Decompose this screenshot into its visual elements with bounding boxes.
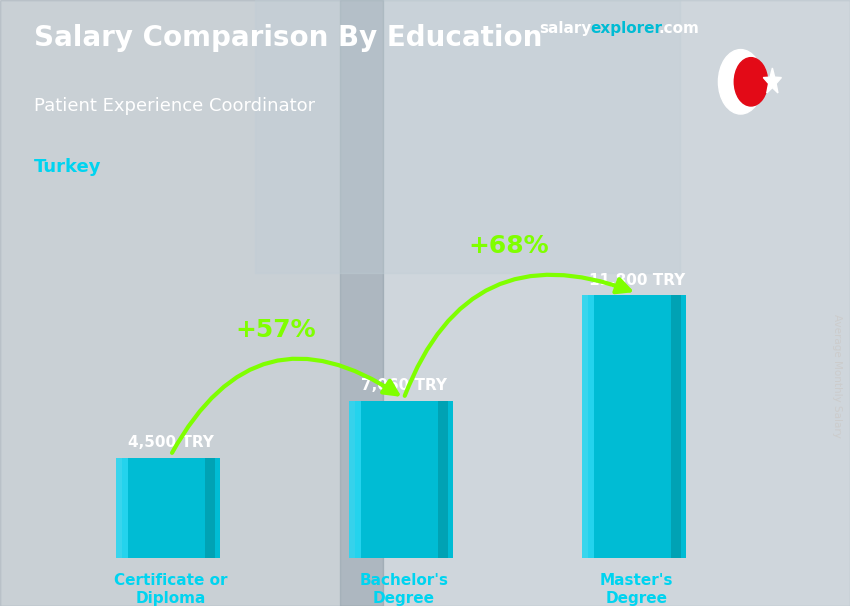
Bar bbox=[354, 401, 453, 558]
Text: salary: salary bbox=[540, 21, 592, 36]
Text: +57%: +57% bbox=[235, 318, 316, 342]
Bar bbox=[438, 401, 448, 558]
Circle shape bbox=[718, 50, 762, 114]
Bar bbox=[122, 458, 219, 558]
Text: Salary Comparison By Education: Salary Comparison By Education bbox=[34, 24, 542, 52]
Text: explorer: explorer bbox=[591, 21, 663, 36]
Text: .com: .com bbox=[659, 21, 700, 36]
Bar bbox=[205, 458, 215, 558]
Bar bbox=[0, 0, 382, 606]
Bar bbox=[349, 401, 360, 558]
Bar bbox=[588, 295, 686, 558]
Text: +68%: +68% bbox=[468, 235, 549, 258]
Text: 4,500 TRY: 4,500 TRY bbox=[128, 435, 213, 450]
Text: 7,060 TRY: 7,060 TRY bbox=[360, 378, 447, 393]
Polygon shape bbox=[763, 68, 781, 93]
Bar bbox=[340, 0, 850, 606]
Text: Average Monthly Salary: Average Monthly Salary bbox=[832, 314, 842, 438]
Text: Turkey: Turkey bbox=[34, 158, 101, 176]
Bar bbox=[116, 458, 128, 558]
Bar bbox=[582, 295, 594, 558]
Bar bbox=[255, 0, 680, 273]
Bar bbox=[672, 295, 681, 558]
Circle shape bbox=[734, 58, 768, 106]
Text: Patient Experience Coordinator: Patient Experience Coordinator bbox=[34, 97, 315, 115]
Text: 11,800 TRY: 11,800 TRY bbox=[589, 273, 685, 287]
